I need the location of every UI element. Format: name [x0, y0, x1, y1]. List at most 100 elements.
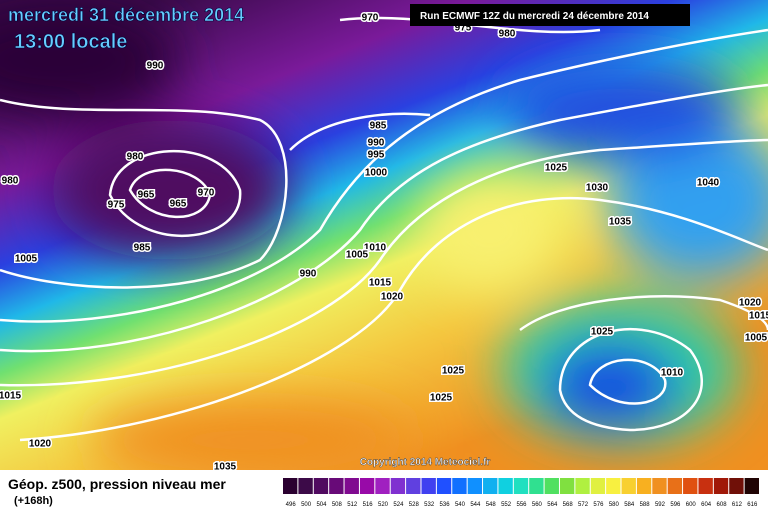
- legend-swatch: [483, 478, 498, 494]
- isobar-label: 965: [170, 199, 187, 210]
- isobar-label: 1015: [0, 391, 22, 402]
- legend-swatch: [329, 478, 344, 494]
- isobar-label: 975: [108, 200, 125, 211]
- legend-swatch: [513, 478, 529, 494]
- isobar-label: 980: [127, 152, 144, 163]
- legend-label: 552: [501, 502, 512, 508]
- isobar-label: 1025: [545, 163, 568, 174]
- isobar-label: 970: [198, 188, 215, 199]
- legend-swatch: [529, 478, 544, 494]
- legend-swatch: [436, 478, 452, 494]
- isobar-label: 985: [370, 121, 387, 132]
- legend-swatch: [698, 478, 713, 494]
- legend-swatch: [559, 478, 575, 494]
- legend-label: 528: [409, 502, 420, 508]
- legend-swatch: [667, 478, 683, 494]
- legend-swatch: [590, 478, 606, 494]
- legend-swatch: [375, 478, 390, 494]
- legend-swatch: [575, 478, 590, 494]
- legend-swatch: [621, 478, 636, 494]
- isobar-label: 985: [134, 243, 151, 254]
- legend-label: 512: [347, 502, 358, 508]
- legend-label: 568: [563, 502, 574, 508]
- legend-swatch: [344, 478, 359, 494]
- legend-swatch: [498, 478, 513, 494]
- isobar-label: 965: [138, 190, 155, 201]
- copyright: Copyright 2014 Meteociel.fr: [360, 457, 491, 468]
- legend-label: 612: [732, 502, 743, 508]
- isobar-label: 995: [368, 150, 385, 161]
- isobar-label: 1020: [381, 292, 404, 303]
- isobar-label: 980: [499, 29, 516, 40]
- isobar-label: 970: [362, 13, 379, 24]
- legend-swatch: [390, 478, 406, 494]
- isobar-label: 1005: [15, 254, 38, 265]
- run-info: Run ECMWF 12Z du mercredi 24 décembre 20…: [420, 11, 649, 22]
- legend-label: 500: [301, 502, 312, 508]
- legend-label: 536: [440, 502, 451, 508]
- legend-swatch: [467, 478, 483, 494]
- isobar-label: 1005: [346, 250, 369, 261]
- isobar-label: 1035: [609, 217, 632, 228]
- isobar-label: 1015: [369, 278, 392, 289]
- legend-swatch: [298, 478, 313, 494]
- legend-swatch: [744, 478, 759, 494]
- isobar-label: 1025: [591, 327, 614, 338]
- legend-label: 604: [701, 502, 712, 508]
- title: mercredi 31 décembre 2014: [8, 5, 244, 25]
- subtitle: 13:00 locale: [14, 31, 127, 53]
- legend-label: 560: [532, 502, 543, 508]
- legend-swatch: [683, 478, 698, 494]
- legend-label: 564: [547, 502, 558, 508]
- isobar-label: 1020: [29, 439, 52, 450]
- legend-label: 592: [655, 502, 666, 508]
- field-shading: [0, 0, 768, 480]
- legend-label: 544: [470, 502, 481, 508]
- legend-label: 516: [363, 502, 374, 508]
- legend-swatch: [283, 478, 298, 494]
- isobar-label: 1025: [430, 393, 453, 404]
- legend-label: 584: [624, 502, 635, 508]
- isobar-label: 1010: [364, 243, 387, 254]
- isobar-label: 1020: [739, 298, 762, 309]
- isobar-label: 990: [368, 138, 385, 149]
- isobar-label: 1015: [749, 311, 768, 322]
- legend-swatch: [606, 478, 621, 494]
- isobar-label: 1005: [745, 333, 768, 344]
- legend-swatch: [421, 478, 436, 494]
- legend-swatch: [652, 478, 667, 494]
- isobar-label: 980: [2, 176, 19, 187]
- isobar-label: 1025: [442, 366, 465, 377]
- legend-label: 580: [609, 502, 620, 508]
- isobar-label: 1000: [365, 168, 388, 179]
- isobar-label: 1010: [661, 368, 684, 379]
- run-box: [410, 4, 690, 26]
- legend-label: 532: [424, 502, 435, 508]
- legend-label: 524: [393, 502, 404, 508]
- legend-label: 556: [516, 502, 527, 508]
- legend-label: 572: [578, 502, 589, 508]
- legend-label: 596: [670, 502, 681, 508]
- legend-label: 608: [717, 502, 728, 508]
- legend-swatch: [313, 478, 329, 494]
- legend-swatch: [452, 478, 467, 494]
- legend-label: 504: [316, 502, 327, 508]
- footer-lead: (+168h): [14, 495, 53, 507]
- isobar-label: 1030: [586, 183, 609, 194]
- isobar-label: 990: [300, 269, 317, 280]
- legend-swatch: [729, 478, 744, 494]
- legend-label: 576: [593, 502, 604, 508]
- legend-label: 508: [332, 502, 343, 508]
- legend-swatch: [544, 478, 559, 494]
- legend-label: 520: [378, 502, 389, 508]
- legend-swatch: [636, 478, 652, 494]
- legend-label: 540: [455, 502, 466, 508]
- footer-label: Géop. z500, pression niveau mer: [8, 476, 226, 492]
- legend-label: 588: [640, 502, 651, 508]
- legend-swatch: [713, 478, 729, 494]
- legend-label: 548: [486, 502, 497, 508]
- isobar-label: 990: [147, 61, 164, 72]
- isobar-label: 1040: [697, 178, 720, 189]
- legend-swatch: [359, 478, 375, 494]
